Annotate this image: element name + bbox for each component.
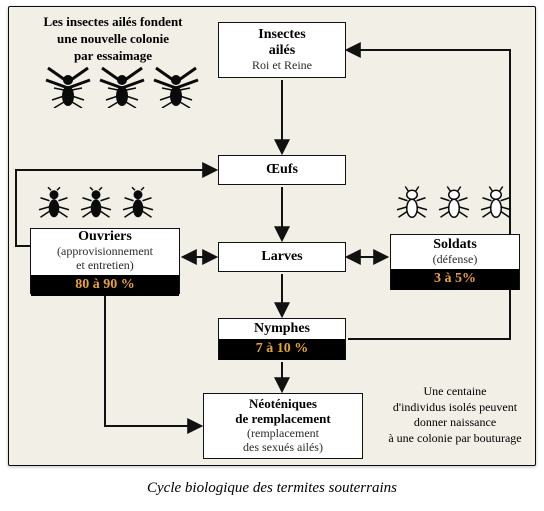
node-title: Ouvriers xyxy=(35,229,175,245)
node-sub: (remplacementdes sexués ailés) xyxy=(208,427,358,455)
node-title: Insectesailés xyxy=(223,27,341,59)
node-pct: 80 à 90 % xyxy=(31,275,179,296)
node-nymphes: Nymphes 7 à 10 % xyxy=(218,318,346,360)
node-pct: 7 à 10 % xyxy=(219,339,345,360)
node-insectes-ailes: Insectesailés Roi et Reine xyxy=(218,22,346,78)
node-sub: (approvisionnementet entretien) xyxy=(35,245,175,273)
text: Insectesailés xyxy=(258,27,305,58)
node-larves: Larves xyxy=(218,242,346,272)
node-ouvriers: Ouvriers (approvisionnementet entretien)… xyxy=(30,228,180,294)
side-text-top-left: Les insectes ailés fondentune nouvelle c… xyxy=(18,14,208,65)
node-soldats: Soldats (défense) 3 à 5% xyxy=(390,234,520,290)
node-title: Œufs xyxy=(223,162,341,178)
node-title: Nymphes xyxy=(223,321,341,337)
soldier-termites-icon xyxy=(394,186,514,220)
side-text-bottom-right: Une centained'individus isolés peuventdo… xyxy=(376,384,534,446)
node-sub: (défense) xyxy=(395,253,515,267)
node-pct: 3 à 5% xyxy=(391,269,519,290)
node-sub: Roi et Reine xyxy=(223,59,341,73)
worker-termites-icon xyxy=(36,186,156,220)
caption: Cycle biologique des termites souterrain… xyxy=(0,480,544,497)
node-title: Soldats xyxy=(395,237,515,253)
node-title: Néoténiquesde remplacement xyxy=(208,397,358,427)
node-title: Larves xyxy=(223,249,341,265)
node-oeufs: Œufs xyxy=(218,155,346,185)
winged-termites-icon xyxy=(44,66,200,108)
node-neoteniques: Néoténiquesde remplacement (remplacement… xyxy=(203,393,363,459)
